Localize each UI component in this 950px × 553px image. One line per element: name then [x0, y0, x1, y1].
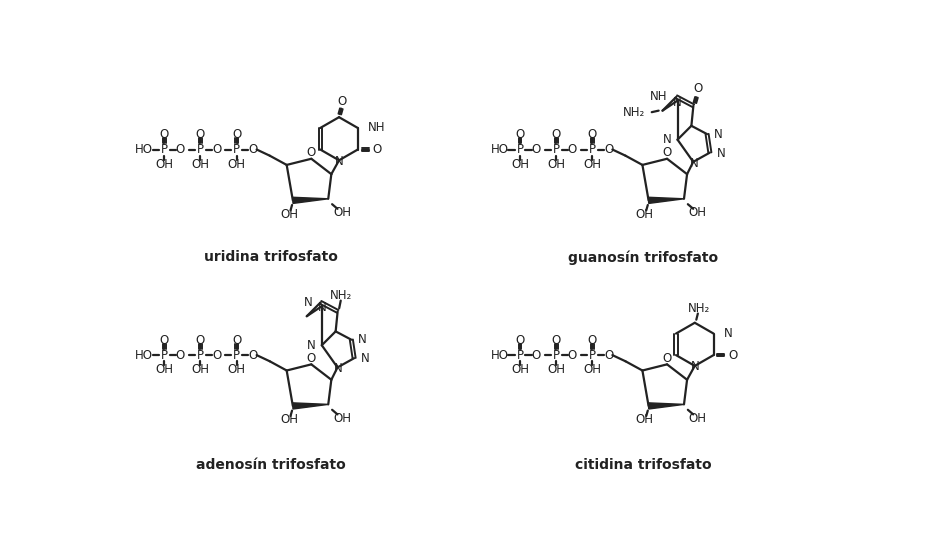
Text: OH: OH	[547, 363, 565, 376]
Text: P: P	[233, 348, 240, 362]
Text: N: N	[674, 96, 682, 109]
Text: O: O	[160, 334, 169, 347]
Text: OH: OH	[689, 412, 707, 425]
Text: O: O	[176, 348, 185, 362]
Text: OH: OH	[228, 363, 246, 376]
Text: O: O	[196, 334, 205, 347]
Text: NH₂: NH₂	[688, 302, 710, 315]
Text: O: O	[160, 128, 169, 142]
Text: citidina trifosfato: citidina trifosfato	[575, 458, 712, 472]
Text: HO: HO	[491, 143, 509, 156]
Polygon shape	[293, 197, 329, 204]
Text: NH: NH	[650, 90, 667, 103]
Text: N: N	[317, 301, 326, 314]
Text: N: N	[361, 352, 370, 366]
Text: OH: OH	[333, 412, 352, 425]
Text: N: N	[717, 147, 726, 160]
Text: N: N	[724, 327, 732, 340]
Text: OH: OH	[280, 208, 298, 221]
Text: O: O	[307, 352, 316, 364]
Text: O: O	[588, 334, 597, 347]
Text: O: O	[588, 128, 597, 142]
Text: O: O	[212, 348, 221, 362]
Text: P: P	[553, 348, 560, 362]
Text: O: O	[212, 143, 221, 156]
Polygon shape	[293, 403, 329, 409]
Text: P: P	[553, 143, 560, 156]
Text: OH: OH	[547, 158, 565, 171]
Text: OH: OH	[636, 413, 654, 426]
Text: OH: OH	[333, 206, 352, 219]
Text: N: N	[304, 296, 313, 309]
Text: P: P	[517, 348, 523, 362]
Text: O: O	[694, 82, 703, 95]
Text: OH: OH	[280, 413, 298, 426]
Text: OH: OH	[155, 363, 173, 376]
Text: N: N	[691, 360, 699, 373]
Text: N: N	[307, 339, 315, 352]
Text: OH: OH	[228, 158, 246, 171]
Polygon shape	[649, 197, 684, 204]
Text: OH: OH	[192, 158, 209, 171]
Text: P: P	[517, 143, 523, 156]
Text: O: O	[515, 128, 524, 142]
Text: HO: HO	[135, 348, 153, 362]
Text: guanosín trifosfato: guanosín trifosfato	[568, 250, 718, 264]
Text: O: O	[372, 143, 382, 156]
Text: O: O	[568, 348, 577, 362]
Text: OH: OH	[583, 158, 601, 171]
Text: N: N	[333, 362, 343, 375]
Text: O: O	[337, 95, 347, 107]
Text: OH: OH	[192, 363, 209, 376]
Text: O: O	[196, 128, 205, 142]
Text: O: O	[532, 143, 541, 156]
Text: P: P	[197, 143, 204, 156]
Text: O: O	[232, 128, 241, 142]
Text: O: O	[728, 348, 737, 362]
Text: O: O	[604, 143, 613, 156]
Text: O: O	[552, 334, 560, 347]
Text: O: O	[662, 352, 672, 364]
Text: O: O	[568, 143, 577, 156]
Text: N: N	[358, 333, 367, 346]
Text: P: P	[161, 143, 168, 156]
Text: HO: HO	[491, 348, 509, 362]
Text: HO: HO	[135, 143, 153, 156]
Text: O: O	[552, 128, 560, 142]
Text: N: N	[714, 128, 723, 140]
Text: OH: OH	[636, 208, 654, 221]
Text: NH₂: NH₂	[331, 289, 352, 302]
Polygon shape	[649, 403, 684, 409]
Text: O: O	[604, 348, 613, 362]
Text: N: N	[662, 133, 672, 146]
Text: N: N	[690, 157, 698, 170]
Text: OH: OH	[511, 158, 529, 171]
Text: OH: OH	[511, 363, 529, 376]
Text: O: O	[232, 334, 241, 347]
Text: P: P	[161, 348, 168, 362]
Text: uridina trifosfato: uridina trifosfato	[204, 251, 338, 264]
Text: O: O	[662, 146, 672, 159]
Text: O: O	[515, 334, 524, 347]
Text: O: O	[248, 143, 257, 156]
Text: adenosín trifosfato: adenosín trifosfato	[197, 458, 346, 472]
Text: N: N	[334, 155, 343, 168]
Text: O: O	[176, 143, 185, 156]
Text: O: O	[248, 348, 257, 362]
Text: NH: NH	[368, 122, 386, 134]
Text: P: P	[589, 348, 596, 362]
Text: P: P	[589, 143, 596, 156]
Text: O: O	[532, 348, 541, 362]
Text: NH₂: NH₂	[623, 106, 646, 119]
Text: O: O	[307, 146, 316, 159]
Text: P: P	[233, 143, 240, 156]
Text: OH: OH	[689, 206, 707, 219]
Text: P: P	[197, 348, 204, 362]
Text: OH: OH	[155, 158, 173, 171]
Text: OH: OH	[583, 363, 601, 376]
